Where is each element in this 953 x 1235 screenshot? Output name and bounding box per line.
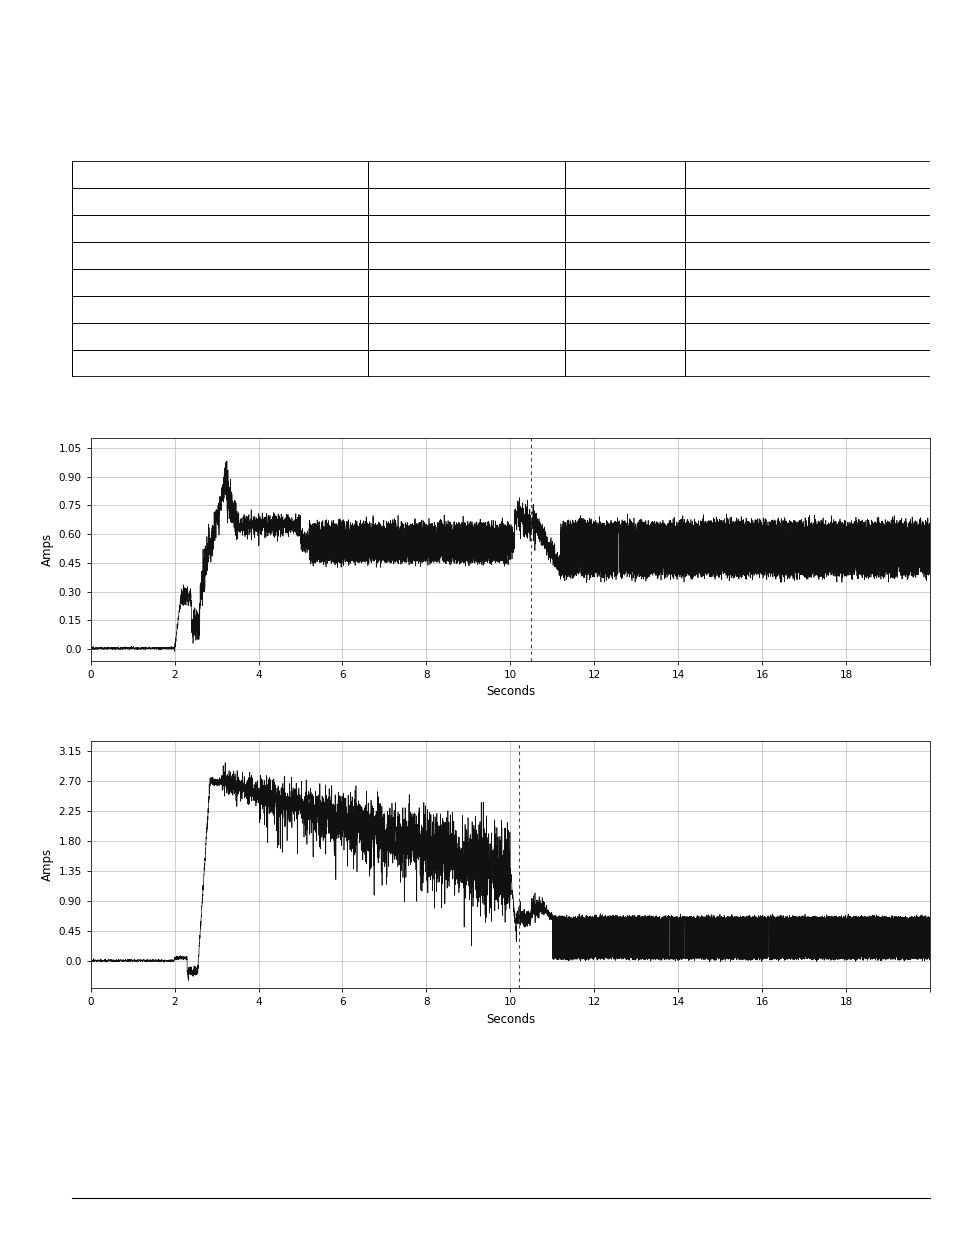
- X-axis label: Seconds: Seconds: [485, 685, 535, 698]
- Y-axis label: Amps: Amps: [41, 848, 54, 881]
- X-axis label: Seconds: Seconds: [485, 1013, 535, 1025]
- Y-axis label: Amps: Amps: [41, 534, 54, 566]
